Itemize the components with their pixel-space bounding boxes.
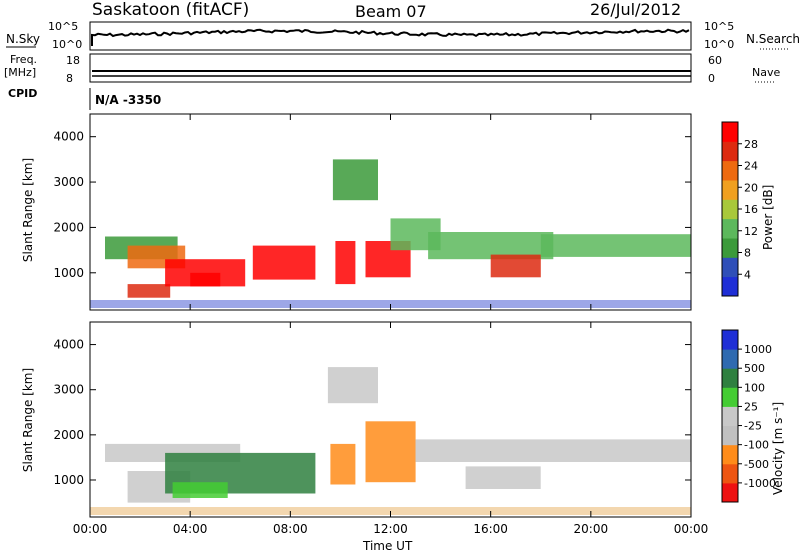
freq-tick-bottom: 8 (66, 72, 73, 85)
velocity-colorbar-swatch-4 (722, 406, 738, 426)
vel-cell-7 (415, 439, 691, 462)
nave-tick-bottom: 0 (708, 72, 715, 85)
velocity-colorbar-swatch-1 (722, 463, 738, 484)
power-colorbar-tick-label-0: 28 (744, 138, 758, 151)
freq-strip-frame (89, 53, 692, 83)
y-tick-label-3000: 3000 (53, 175, 84, 189)
velocity-colorbar-tick-label-4: -25 (744, 420, 762, 433)
velocity-colorbar: 1000 500 100 25 -25 -100 -500 -1000 (721, 329, 776, 503)
velocity-colorbar-frame (721, 329, 739, 503)
x-tick-label-6: 00:00 (674, 522, 709, 536)
nave-label: Nave (752, 66, 780, 79)
power-cell-12 (540, 234, 692, 257)
vel-cell-6 (327, 367, 378, 404)
velocity-colorbar-tick-label-5: -100 (744, 439, 769, 452)
velocity-colorbar-tick-label-6: -500 (744, 458, 769, 471)
power-colorbar-tick-label-2: 20 (744, 181, 758, 194)
power-colorbar-swatch-7 (722, 141, 738, 162)
y-tick-label-2000: 2000 (53, 220, 84, 234)
noise-tick-left-top: 10^5 (48, 20, 78, 33)
power-colorbar-tick-label-6: 4 (744, 268, 751, 281)
freq-strip: Freq. [MHz] 18 8 60 0 Nave (4, 53, 780, 85)
power-colorbar-swatch-4 (722, 199, 738, 220)
nave-tick-top: 60 (708, 54, 722, 67)
power-cell-4 (190, 272, 221, 287)
velocity-panel: 1000 2000 3000 4000 00:00 04:00 08:00 12:00 16:0… (53, 321, 709, 536)
power-cell-5 (252, 245, 316, 280)
power-colorbar-swatch-2 (722, 238, 738, 258)
freq-label: Freq. (10, 53, 37, 66)
nsky-label: N.Sky (6, 32, 40, 46)
power-colorbar-swatch-8 (722, 122, 738, 142)
freq-tick-top: 18 (66, 54, 80, 67)
velocity-colorbar-swatch-7 (722, 349, 738, 369)
y-tick-label-1000: 1000 (53, 266, 84, 280)
power-colorbar-swatch-6 (722, 160, 738, 181)
power-colorbar-tick-label-3: 16 (744, 203, 758, 216)
velocity-colorbar-swatch-8 (722, 330, 738, 350)
power-colorbar-tick-label-5: 8 (744, 247, 751, 260)
y-tick-label-2000: 2000 (53, 428, 84, 442)
y-tick-label-4000: 4000 (53, 338, 84, 352)
power-colorbar-swatch-0 (722, 276, 738, 297)
y-tick-label-1000: 1000 (53, 473, 84, 487)
date-label: 26/Jul/2012 (590, 0, 681, 19)
power-cell-2 (127, 284, 171, 298)
velocity-colorbar-swatch-0 (722, 482, 738, 503)
velocity-ylabel: Slant Range [km] (21, 368, 35, 472)
power-colorbar: 28 24 20 16 12 8 4 (721, 121, 758, 297)
noise-tick-left-bottom: 10^0 (52, 38, 82, 51)
velocity-colorbar-tick-label-0: 1000 (744, 343, 772, 356)
velocity-colorbar-swatch-3 (722, 425, 738, 446)
velocity-colorbar-swatch-2 (722, 444, 738, 465)
figure-title: Saskatoon (fitACF) (92, 0, 249, 20)
velocity-colorbar-swatch-5 (722, 387, 738, 407)
noise-tick-right-top: 10^5 (704, 20, 734, 33)
x-tick-label-3: 12:00 (373, 522, 408, 536)
vel-cell-4 (330, 443, 356, 485)
cpid-label: CPID (8, 87, 37, 100)
velocity-colorbar-tick-label-3: 25 (744, 400, 758, 413)
x-tick-label-1: 04:00 (173, 522, 208, 536)
power-ylabel: Slant Range [km] (21, 158, 35, 262)
y-tick-label-3000: 3000 (53, 383, 84, 397)
noise-strip: N.Sky N.Search 10^5 10^0 10^5 10^0 (6, 20, 800, 51)
power-colorbar-swatch-1 (722, 257, 738, 278)
x-tick-label-0: 00:00 (73, 522, 108, 536)
y-tick-label-4000: 4000 (53, 130, 84, 144)
power-cell-9 (332, 159, 378, 201)
power-cell-11 (490, 254, 541, 278)
power-colorbar-swatch-3 (722, 218, 738, 239)
power-colorbar-swatch-5 (722, 180, 738, 200)
power-colorbar-tick-label-1: 24 (744, 160, 758, 173)
noise-strip-frame (89, 21, 692, 51)
nsearch-label: N.Search (746, 32, 800, 46)
cpid-value: N/A -3350 (95, 93, 161, 107)
power-colorbar-label: Power [dB] (761, 185, 775, 250)
noise-tick-right-bottom: 10^0 (704, 38, 734, 51)
velocity-colorbar-label: Velocity [m s⁻¹] (771, 402, 785, 495)
x-tick-label-2: 08:00 (273, 522, 308, 536)
velocity-colorbar-tick-label-2: 100 (744, 381, 765, 394)
vel-cell-3 (172, 482, 228, 498)
power-cell-6 (335, 241, 356, 285)
velocity-colorbar-tick-label-7: -1000 (744, 477, 776, 490)
freq-unit: [MHz] (4, 66, 36, 79)
beam-label: Beam 07 (355, 2, 427, 21)
vel-cell-8 (465, 466, 541, 489)
x-tick-label-4: 16:00 (473, 522, 508, 536)
vel-cell-5 (365, 421, 416, 483)
noise-line (91, 28, 690, 46)
power-colorbar-tick-label-4: 12 (744, 225, 758, 238)
velocity-colorbar-swatch-6 (722, 368, 738, 388)
noise-trace (91, 28, 690, 46)
velocity-colorbar-tick-label-1: 500 (744, 362, 765, 375)
xaxis-label: Time UT (362, 539, 413, 553)
power-panel: 1000 2000 3000 4000 (53, 113, 692, 311)
x-tick-label-5: 20:00 (574, 522, 609, 536)
